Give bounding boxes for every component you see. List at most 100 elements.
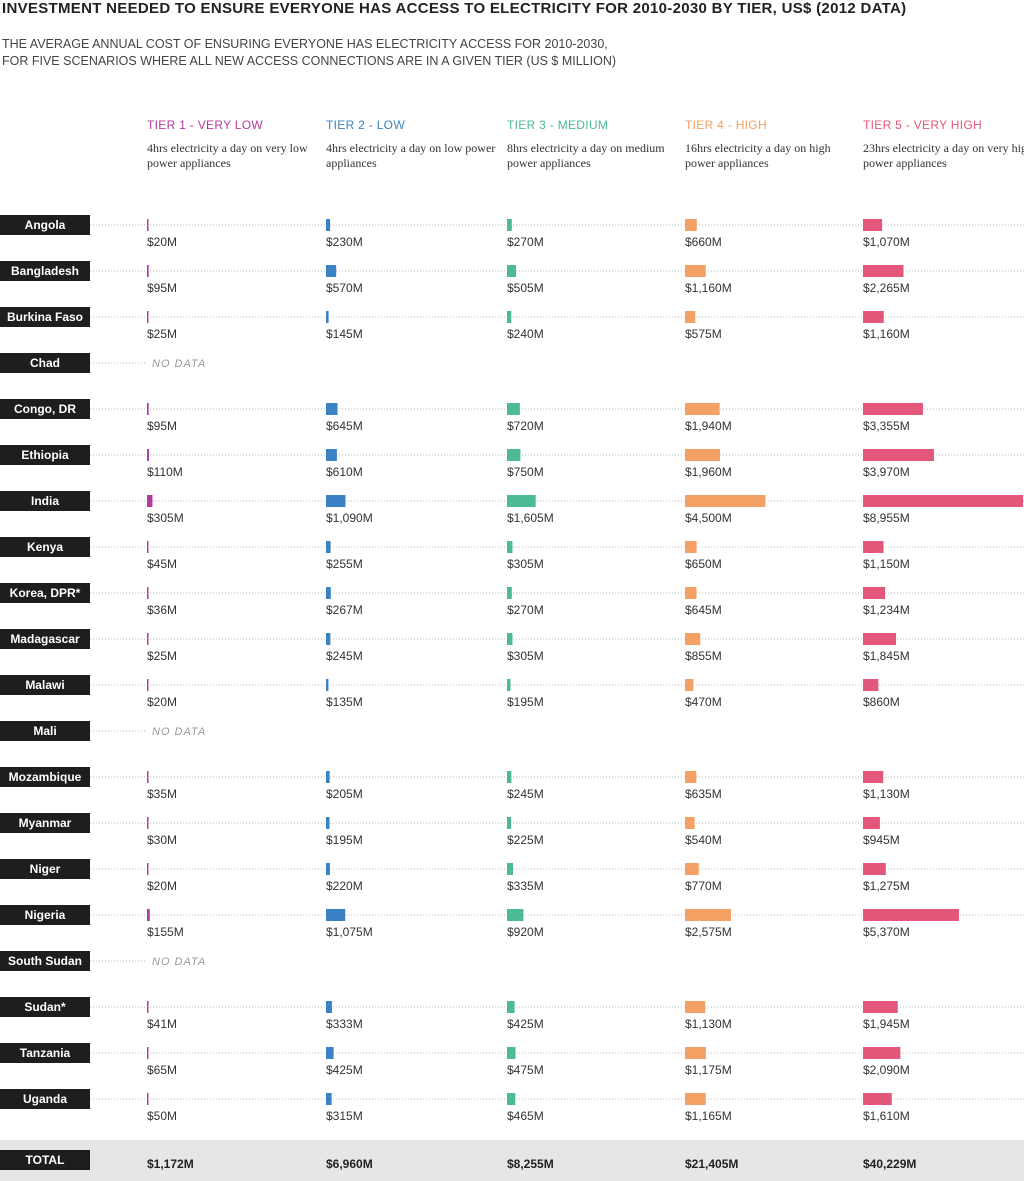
bar [863,1001,898,1013]
country-box [0,1043,90,1063]
country-box [0,767,90,787]
tier-header: TIER 4 - HIGH 16hrs electricity a day on … [685,118,857,171]
bar [326,219,331,231]
value-label: $305M [507,557,544,571]
bar [685,817,695,829]
value-label: $4,500M [685,511,732,525]
bar [685,633,701,645]
total-value: $40,229M [863,1157,916,1171]
value-label: $2,575M [685,925,732,939]
bar [507,909,524,921]
bar [507,679,511,691]
value-label: $1,175M [685,1063,732,1077]
value-label: $945M [863,833,900,847]
bar [147,771,149,783]
value-label: $255M [326,557,363,571]
country-label: Angola [25,218,66,232]
country-label: Madagascar [10,632,80,646]
bar [863,495,1023,507]
bar [863,771,884,783]
value-label: $225M [507,833,544,847]
country-box [0,261,90,281]
bar [863,219,883,231]
country-box [0,905,90,925]
bar [863,265,904,277]
value-label: $1,605M [507,511,554,525]
tier-description: 23hrs electricity a day on very high pow… [863,141,1024,170]
value-label: $570M [326,281,363,295]
bar [507,1047,516,1059]
bar [685,495,766,507]
bar [863,403,923,415]
country-box [0,491,90,511]
bar [863,541,884,553]
value-label: $1,130M [863,787,910,801]
bar [507,1093,516,1105]
value-label: $195M [326,833,363,847]
value-label: $1,275M [863,879,910,893]
no-data-label: NO DATA [152,358,206,370]
total-value: $1,172M [147,1157,194,1171]
bar [685,265,706,277]
bar [326,909,346,921]
value-label: $855M [685,649,722,663]
bar [863,449,934,461]
bar [685,449,721,461]
tier-description: 4hrs electricity a day on very low power… [147,141,308,170]
bar [147,1093,149,1105]
bar [326,495,346,507]
bar [326,1093,332,1105]
value-label: $25M [147,327,177,341]
bar [685,219,697,231]
value-label: $220M [326,879,363,893]
bar [147,449,149,461]
country-label: Sudan* [24,1000,66,1014]
value-label: $5,370M [863,925,910,939]
bar [147,679,149,691]
no-data-label: NO DATA [152,726,206,738]
tier-description: 8hrs electricity a day on medium power a… [507,141,665,170]
tier-name: TIER 4 - HIGH [685,118,767,132]
country-box [0,629,90,649]
value-label: $1,610M [863,1109,910,1123]
tier-header: TIER 3 - MEDIUM 8hrs electricity a day on… [507,118,679,171]
value-label: $65M [147,1063,177,1077]
value-label: $270M [507,235,544,249]
bar [507,495,536,507]
bar [863,633,896,645]
country-box [0,215,90,235]
country-box [0,675,90,695]
tier-description: 4hrs electricity a day on low power appl… [326,141,496,170]
value-label: $1,070M [863,235,910,249]
value-label: $45M [147,557,177,571]
tier-name: TIER 1 - VERY LOW [147,118,264,132]
country-label: Niger [30,862,61,876]
bar [326,449,337,461]
value-label: $3,355M [863,419,910,433]
country-box [0,1089,90,1109]
value-label: $635M [685,787,722,801]
bar [326,403,338,415]
value-label: $95M [147,281,177,295]
value-label: $110M [147,465,183,479]
bar [863,1093,892,1105]
value-label: $645M [326,419,363,433]
bar [147,541,149,553]
tier-header: TIER 1 - VERY LOW 4hrs electricity a day … [147,118,319,171]
bar [507,633,513,645]
value-label: $8,955M [863,511,910,525]
country-label: Korea, DPR* [10,586,81,600]
value-label: $720M [507,419,544,433]
value-label: $1,845M [863,649,910,663]
bar [326,311,329,323]
value-label: $750M [507,465,544,479]
value-label: $1,130M [685,1017,732,1031]
value-label: $2,090M [863,1063,910,1077]
tier-name: TIER 2 - LOW [326,118,405,132]
country-box [0,813,90,833]
value-label: $240M [507,327,544,341]
value-label: $335M [507,879,544,893]
country-label: Ethiopia [21,448,69,462]
